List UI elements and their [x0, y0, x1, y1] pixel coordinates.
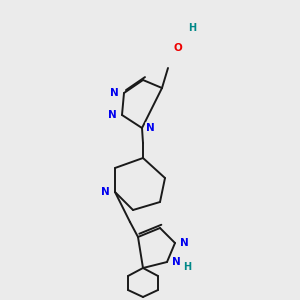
- Text: N: N: [101, 187, 110, 197]
- Text: N: N: [110, 88, 119, 98]
- Text: N: N: [180, 238, 189, 248]
- Text: N: N: [172, 257, 181, 267]
- Text: H: H: [183, 262, 191, 272]
- Text: O: O: [174, 43, 182, 53]
- Text: N: N: [146, 123, 155, 133]
- Text: N: N: [108, 110, 117, 120]
- Text: H: H: [188, 23, 196, 33]
